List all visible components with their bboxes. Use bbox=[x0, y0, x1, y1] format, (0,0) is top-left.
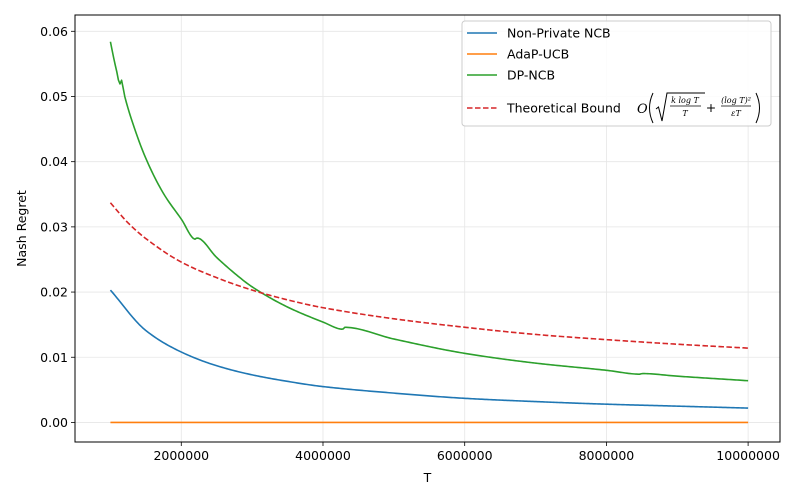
x-axis-label: T bbox=[423, 470, 432, 485]
x-tick-label: 6000000 bbox=[437, 448, 493, 463]
formula-num1: k log T bbox=[671, 96, 699, 105]
y-tick-label: 0.05 bbox=[40, 89, 68, 104]
series-layer bbox=[109, 41, 749, 424]
y-tick-label: 0.03 bbox=[40, 219, 68, 234]
formula-big-o: O bbox=[637, 102, 648, 117]
plot-frame bbox=[74, 14, 781, 443]
legend-box bbox=[461, 20, 772, 127]
formula-plus: + bbox=[706, 100, 716, 115]
y-tick-label: 0.06 bbox=[40, 24, 68, 39]
x-tick-label: 8000000 bbox=[579, 448, 635, 463]
y-tick-label: 0.02 bbox=[40, 285, 68, 300]
formula-den2: εT bbox=[731, 109, 741, 118]
tick-layer: 2000000 4000000 6000000 8000000 10000000 0.00… bbox=[40, 24, 780, 463]
formula-num2: (log T)² bbox=[721, 96, 751, 105]
formula-right-paren bbox=[755, 92, 760, 124]
series-line-non-private-ncb bbox=[109, 289, 749, 409]
y-axis-label: Nash Regret bbox=[14, 190, 29, 267]
y-tick-label: 0.04 bbox=[40, 154, 68, 169]
series-line-theoretical-bound bbox=[109, 202, 749, 349]
x-tick-label: 2000000 bbox=[153, 448, 209, 463]
formula-left-paren bbox=[649, 92, 654, 124]
x-tick-label: 4000000 bbox=[295, 448, 351, 463]
legend-label-non-private-ncb: Non-Private NCB bbox=[507, 26, 611, 41]
y-tick-label: 0.01 bbox=[40, 350, 68, 365]
legend-label-adap-ucb: AdaP-UCB bbox=[507, 47, 569, 62]
legend-label-dp-ncb: DP-NCB bbox=[507, 68, 555, 83]
bound-formula: Ok log T T + (log T)² εT bbox=[637, 92, 760, 124]
x-tick-label: 10000000 bbox=[716, 448, 780, 463]
series-line-dp-ncb bbox=[109, 41, 749, 382]
formula-sqrt bbox=[655, 92, 705, 122]
y-tick-label: 0.00 bbox=[40, 415, 68, 430]
legend-label-theoretical-bound: Theoretical Bound bbox=[506, 101, 621, 116]
formula-den1: T bbox=[682, 109, 688, 118]
legend: Non-Private NCB AdaP-UCB DP-NCB Theoretical… bbox=[461, 20, 772, 127]
